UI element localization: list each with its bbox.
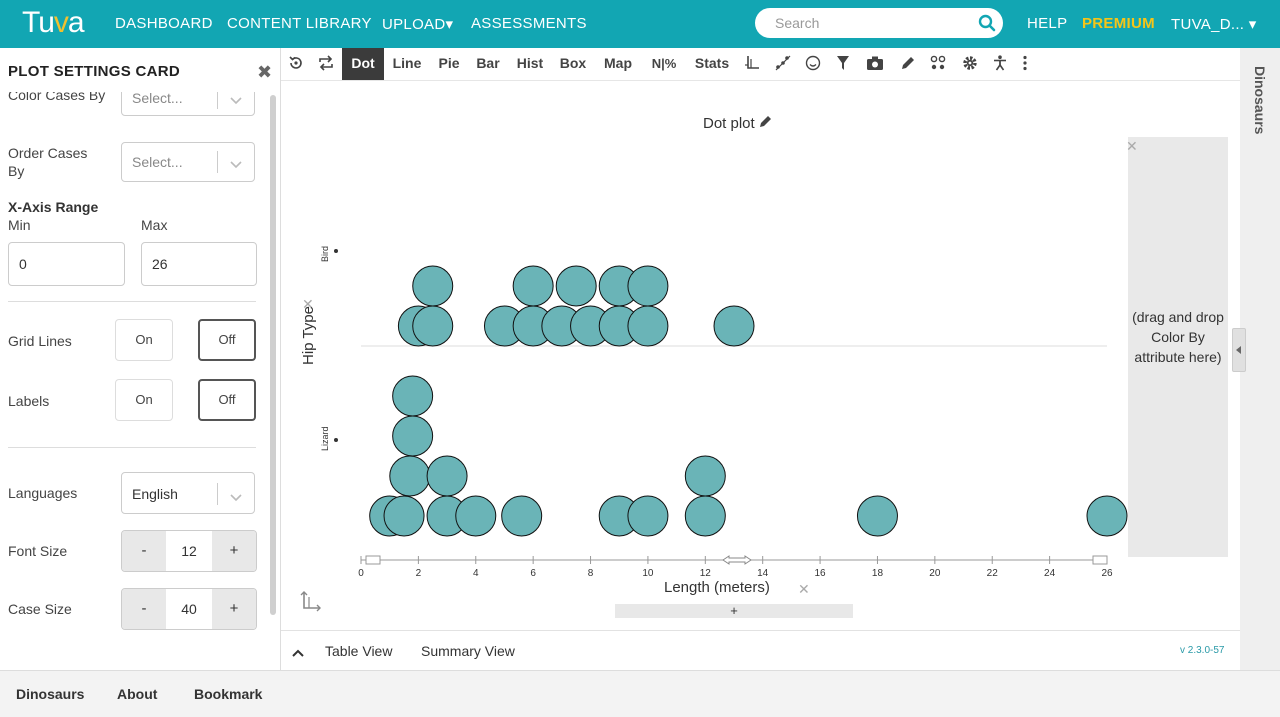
footer-bookmark[interactable]: Bookmark: [194, 686, 263, 702]
nav-upload[interactable]: UPLOAD▾: [382, 16, 454, 33]
view-tabs-bar: Table View Summary View: [281, 630, 1240, 671]
case-size-increment-button[interactable]: +: [212, 589, 256, 629]
case-size-value[interactable]: 40: [181, 601, 197, 617]
color-cases-value: Select...: [132, 90, 183, 106]
search-input[interactable]: [773, 14, 977, 32]
chevron-up-icon[interactable]: [292, 645, 304, 663]
plot-title[interactable]: Dot plot: [703, 114, 773, 132]
summary-view-tab[interactable]: Summary View: [421, 643, 515, 659]
footer-dinosaurs[interactable]: Dinosaurs: [16, 686, 85, 702]
axis-icon[interactable]: [744, 55, 760, 76]
font-size-value[interactable]: 12: [181, 543, 197, 559]
plot-type-hist[interactable]: Hist: [516, 55, 544, 71]
plot-toolbar: [281, 48, 1240, 81]
graph-area: [281, 81, 1240, 630]
top-navbar: Tuva DASHBOARD CONTENT LIBRARY UPLOAD▾ A…: [0, 0, 1280, 48]
y-axis-label[interactable]: Hip Type: [300, 306, 317, 365]
edit-pencil-icon[interactable]: [759, 115, 773, 132]
grid-lines-on-button[interactable]: On: [115, 319, 173, 361]
plot-type-bar[interactable]: Bar: [476, 55, 500, 71]
grid-lines-label: Grid Lines: [8, 333, 72, 349]
close-icon[interactable]: ✖: [257, 62, 273, 82]
font-size-stepper: - 12 +: [121, 530, 257, 572]
link-icon[interactable]: [930, 55, 948, 76]
x-max-input[interactable]: 26: [141, 242, 257, 286]
nav-assessments[interactable]: ASSESSMENTS: [471, 15, 587, 32]
max-label: Max: [141, 217, 168, 233]
plot-type-dot[interactable]: Dot: [342, 48, 384, 80]
settings-scrollbar[interactable]: [270, 95, 276, 615]
close-icon[interactable]: ✕: [1126, 138, 1138, 154]
language-select[interactable]: English: [121, 472, 255, 514]
user-menu[interactable]: TUVA_D... ▾: [1171, 16, 1257, 33]
pen-icon[interactable]: [900, 55, 916, 76]
min-label: Min: [8, 217, 31, 233]
expand-handle[interactable]: [1232, 328, 1246, 372]
chevron-down-icon: [230, 489, 242, 507]
font-size-label: Font Size: [8, 543, 68, 559]
plot-type-pie[interactable]: Pie: [438, 55, 460, 71]
right-collapsed-panel[interactable]: Dinosaurs: [1232, 48, 1280, 670]
labels-label: Labels: [8, 393, 50, 409]
chevron-down-icon: [230, 92, 242, 110]
version-label: v 2.3.0-57: [1180, 645, 1225, 656]
plot-settings-panel: PLOT SETTINGS CARD ✖ Color Cases By Sele…: [0, 48, 281, 670]
nav-dashboard[interactable]: DASHBOARD: [115, 15, 213, 32]
languages-label: Languages: [8, 485, 78, 501]
drop-zone-text: (drag and drop Color By attribute here): [1132, 309, 1224, 365]
order-cases-select[interactable]: Select...: [121, 142, 255, 182]
plot-type-box[interactable]: Box: [559, 55, 587, 71]
stats-button[interactable]: Stats: [694, 55, 730, 71]
swap-icon[interactable]: [317, 55, 335, 76]
nav-help[interactable]: HELP: [1027, 15, 1068, 32]
table-view-tab[interactable]: Table View: [325, 643, 393, 659]
font-size-decrement-button[interactable]: -: [122, 531, 166, 571]
accessibility-icon[interactable]: [992, 55, 1008, 76]
scatter-icon[interactable]: [775, 55, 791, 76]
footer-bar: Dinosaurs About Bookmark: [0, 670, 1280, 717]
gear-icon[interactable]: [962, 55, 978, 76]
grid-lines-off-button[interactable]: Off: [198, 319, 256, 361]
dataset-label: Dinosaurs: [1252, 66, 1268, 135]
footer-about[interactable]: About: [117, 686, 158, 702]
color-by-drop-zone[interactable]: ✕ (drag and drop Color By attribute here…: [1126, 137, 1228, 557]
labels-off-button[interactable]: Off: [198, 379, 256, 421]
order-cases-value: Select...: [132, 154, 183, 170]
labels-on-button[interactable]: On: [115, 379, 173, 421]
filter-icon[interactable]: [836, 55, 850, 76]
plot-type-map[interactable]: Map: [604, 55, 632, 71]
x-axis-range-label: X-Axis Range: [8, 199, 99, 215]
chevron-down-icon: [230, 156, 242, 174]
tuva-logo[interactable]: Tuva: [22, 6, 85, 39]
search-box: [755, 8, 1003, 38]
nav-premium[interactable]: PREMIUM: [1082, 15, 1155, 32]
camera-icon[interactable]: [866, 55, 884, 76]
smiley-icon[interactable]: [805, 55, 821, 76]
case-size-stepper: - 40 +: [121, 588, 257, 630]
remove-y-attribute-icon[interactable]: ✕: [302, 296, 314, 312]
reset-icon[interactable]: [288, 55, 304, 76]
nav-content-library[interactable]: CONTENT LIBRARY: [227, 15, 372, 32]
search-icon[interactable]: [977, 13, 997, 38]
x-min-input[interactable]: 0: [8, 242, 125, 286]
panel-title-overlay: PLOT SETTINGS CARD: [8, 63, 248, 80]
x-axis-label[interactable]: Length (meters): [664, 579, 770, 596]
font-size-increment-button[interactable]: +: [212, 531, 256, 571]
order-cases-label: Order Cases By: [8, 145, 88, 179]
remove-x-attribute-icon[interactable]: ✕: [798, 581, 810, 597]
percent-toggle-button[interactable]: N|%: [651, 56, 677, 71]
add-attribute-bar[interactable]: +: [615, 604, 853, 618]
case-size-decrement-button[interactable]: -: [122, 589, 166, 629]
plot-type-line[interactable]: Line: [392, 55, 422, 71]
axis-swap-icon[interactable]: [299, 590, 321, 617]
more-icon[interactable]: [1020, 55, 1030, 76]
case-size-label: Case Size: [8, 601, 72, 617]
language-value: English: [132, 486, 178, 502]
